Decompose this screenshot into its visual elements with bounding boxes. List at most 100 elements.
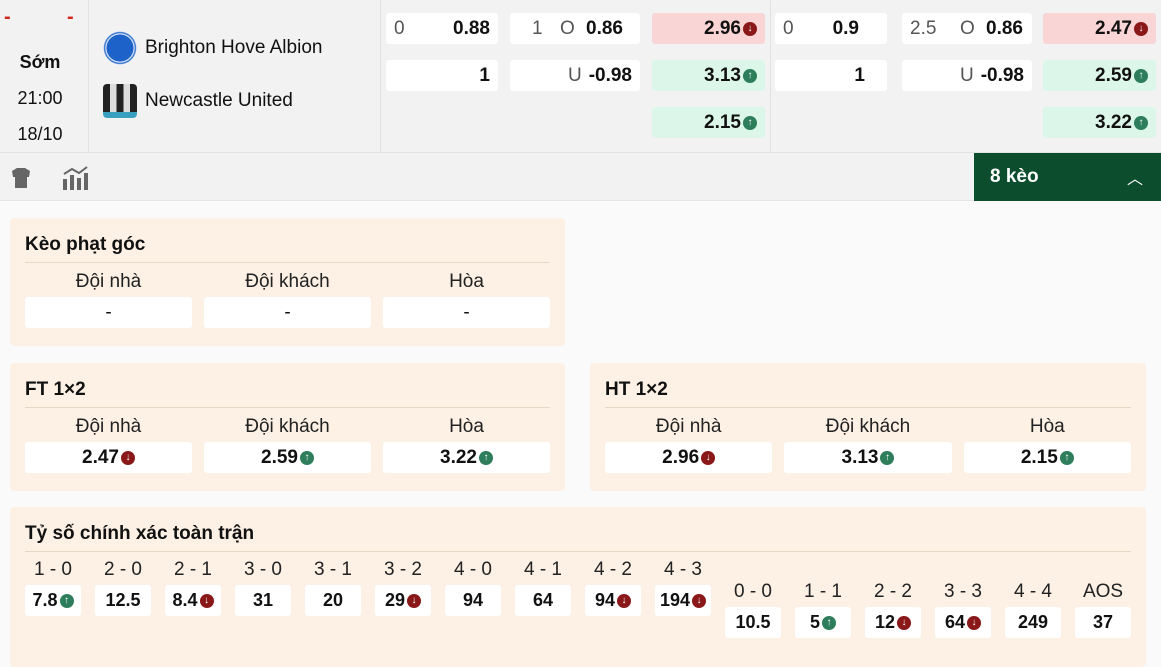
score-odd[interactable]: 94	[445, 585, 501, 616]
away-team[interactable]: Newcastle United	[103, 84, 293, 118]
score-label: 3 - 2	[383, 559, 423, 580]
ht-hdp-home[interactable]: 0 0.9	[775, 13, 887, 44]
col-header: Hòa	[449, 416, 484, 437]
score-option[interactable]: 4 - 1 64	[515, 555, 571, 616]
odd-cell[interactable]: -	[383, 297, 550, 328]
odd-cell[interactable]: -	[204, 297, 371, 328]
stats-icon[interactable]	[62, 165, 90, 191]
score-option[interactable]: 4 - 4 249	[1005, 577, 1061, 638]
ht-1x2-home[interactable]: 2.47 ↓	[1043, 13, 1156, 44]
score-option[interactable]: 3 - 1 20	[305, 555, 361, 616]
shirt-icon[interactable]	[10, 167, 32, 189]
ft-ou-over[interactable]: 1 O 0.86	[510, 13, 640, 44]
score-odd[interactable]: 10.5	[725, 607, 781, 638]
arrow-down-icon: ↓	[967, 616, 982, 631]
score-option[interactable]: 3 - 2 29 ↓	[375, 555, 431, 616]
score-odd[interactable]: 12 ↓	[865, 607, 921, 638]
ft-hdp-home[interactable]: 0 0.88	[386, 13, 498, 44]
odd-value: -0.98	[980, 64, 1024, 86]
odd-value: 12	[874, 612, 896, 632]
score-odd[interactable]: 249	[1005, 607, 1061, 638]
match-status: Sớm	[19, 52, 61, 72]
arrow-up-icon: ↑	[478, 450, 493, 465]
score-option[interactable]: 2 - 1 8.4 ↓	[165, 555, 221, 616]
score-odd[interactable]: 64 ↓	[935, 607, 991, 638]
odd-cell[interactable]: 3.22 ↑	[383, 442, 550, 473]
score-odd[interactable]: 194 ↓	[655, 585, 711, 616]
score-label: 1 - 1	[803, 581, 843, 602]
score-option[interactable]: 1 - 0 7.8 ↑	[25, 555, 81, 616]
ht-hdp-away[interactable]: 1	[775, 60, 887, 91]
arrow-down-icon: ↓	[692, 594, 707, 609]
score-odd[interactable]: 5 ↑	[795, 607, 851, 638]
arrow-up-icon: ↑	[299, 450, 314, 465]
score-option[interactable]: 2 - 0 12.5	[95, 555, 151, 616]
arrow-down-icon: ↓	[617, 594, 632, 609]
arrow-down-icon: ↓	[897, 616, 912, 631]
score-option[interactable]: 3 - 3 64 ↓	[935, 577, 991, 638]
odd-value: -0.98	[588, 64, 632, 86]
score-label: 2 - 1	[173, 559, 213, 580]
score-odd[interactable]: 8.4 ↓	[165, 585, 221, 616]
score-option[interactable]: 0 - 0 10.5	[725, 577, 781, 638]
score-odd[interactable]: 94 ↓	[585, 585, 641, 616]
odd-value: 0.86	[586, 17, 623, 39]
odd-value: 3.22	[440, 447, 477, 468]
ft-ou-under[interactable]: U -0.98	[510, 60, 640, 91]
odd-value: 12.5	[105, 590, 141, 610]
ft-1x2-card: FT 1×2 Đội nhà 2.47 ↓ Đội khách 2.59 ↑ Hòa 3.…	[10, 363, 565, 491]
odd-cell[interactable]: 2.96 ↓	[605, 442, 773, 473]
arrow-up-icon: ↑	[1059, 450, 1074, 465]
score-odd[interactable]: 20	[305, 585, 361, 616]
card-title: FT 1×2	[25, 379, 550, 408]
score-odd[interactable]: 37	[1075, 607, 1131, 638]
ht-ou-over[interactable]: 2.5 O 0.86	[902, 13, 1032, 44]
under-label: U	[568, 64, 582, 86]
exact-score-card: Tỷ số chính xác toàn trận 1 - 0 7.8 ↑ 2 - 0…	[10, 507, 1146, 667]
odd-cell[interactable]: 2.59 ↑	[204, 442, 371, 473]
arrow-up-icon: ↑	[743, 115, 757, 130]
score-option[interactable]: 4 - 3 194 ↓	[655, 555, 711, 616]
score-label: 4 - 1	[523, 559, 563, 580]
col-header: Đội nhà	[655, 416, 722, 437]
score-option[interactable]: 4 - 0 94	[445, 555, 501, 616]
odd-value: 0.9	[832, 17, 859, 39]
score-option[interactable]: AOS 37	[1075, 577, 1131, 638]
ft-1x2-home[interactable]: 2.96 ↓	[652, 13, 765, 44]
score-odd[interactable]: 7.8 ↑	[25, 585, 81, 616]
ou-line: 2.5	[910, 17, 937, 39]
score-option[interactable]: 2 - 2 12 ↓	[865, 577, 921, 638]
score-option[interactable]: 3 - 0 31	[235, 555, 291, 616]
ft-1x2-draw[interactable]: 2.15 ↑	[652, 107, 765, 138]
score-odd[interactable]: 64	[515, 585, 571, 616]
ft-1x2-away[interactable]: 3.13 ↑	[652, 60, 765, 91]
score-odd[interactable]: 29 ↓	[375, 585, 431, 616]
odd-value: 94	[594, 590, 616, 610]
score-odd[interactable]: 31	[235, 585, 291, 616]
ft-hdp-away[interactable]: 1	[386, 60, 498, 91]
arrow-down-icon: ↓	[743, 21, 757, 36]
odd-cell[interactable]: -	[25, 297, 192, 328]
ht-1x2-draw[interactable]: 3.22 ↑	[1043, 107, 1156, 138]
card-title: Tỷ số chính xác toàn trận	[25, 523, 1131, 552]
odd-cell[interactable]: 2.47 ↓	[25, 442, 192, 473]
arrow-up-icon: ↑	[1134, 115, 1148, 130]
newcastle-logo-icon	[103, 84, 137, 118]
arrow-down-icon: ↓	[120, 450, 135, 465]
score-option[interactable]: 4 - 2 94 ↓	[585, 555, 641, 616]
chevron-up-icon: ︿	[1126, 171, 1143, 188]
ou-line: 1	[532, 17, 543, 39]
odd-cell[interactable]: 3.13 ↑	[784, 442, 952, 473]
arrow-down-icon: ↓	[199, 594, 214, 609]
col-header: Đội nhà	[75, 271, 142, 292]
ht-1x2-away[interactable]: 2.59 ↑	[1043, 60, 1156, 91]
score-option[interactable]: 1 - 1 5 ↑	[795, 577, 851, 638]
odd-cell[interactable]: 2.15 ↑	[963, 442, 1131, 473]
home-team[interactable]: Brighton Hove Albion	[103, 31, 322, 65]
more-bets-button[interactable]: 8 kèo ︿	[974, 153, 1161, 201]
score-label: 3 - 3	[943, 581, 983, 602]
odd-value: 20	[322, 590, 344, 610]
score-odd[interactable]: 12.5	[95, 585, 151, 616]
ht-ou-under[interactable]: U -0.98	[902, 60, 1032, 91]
score-label: 1 - 0	[33, 559, 73, 580]
